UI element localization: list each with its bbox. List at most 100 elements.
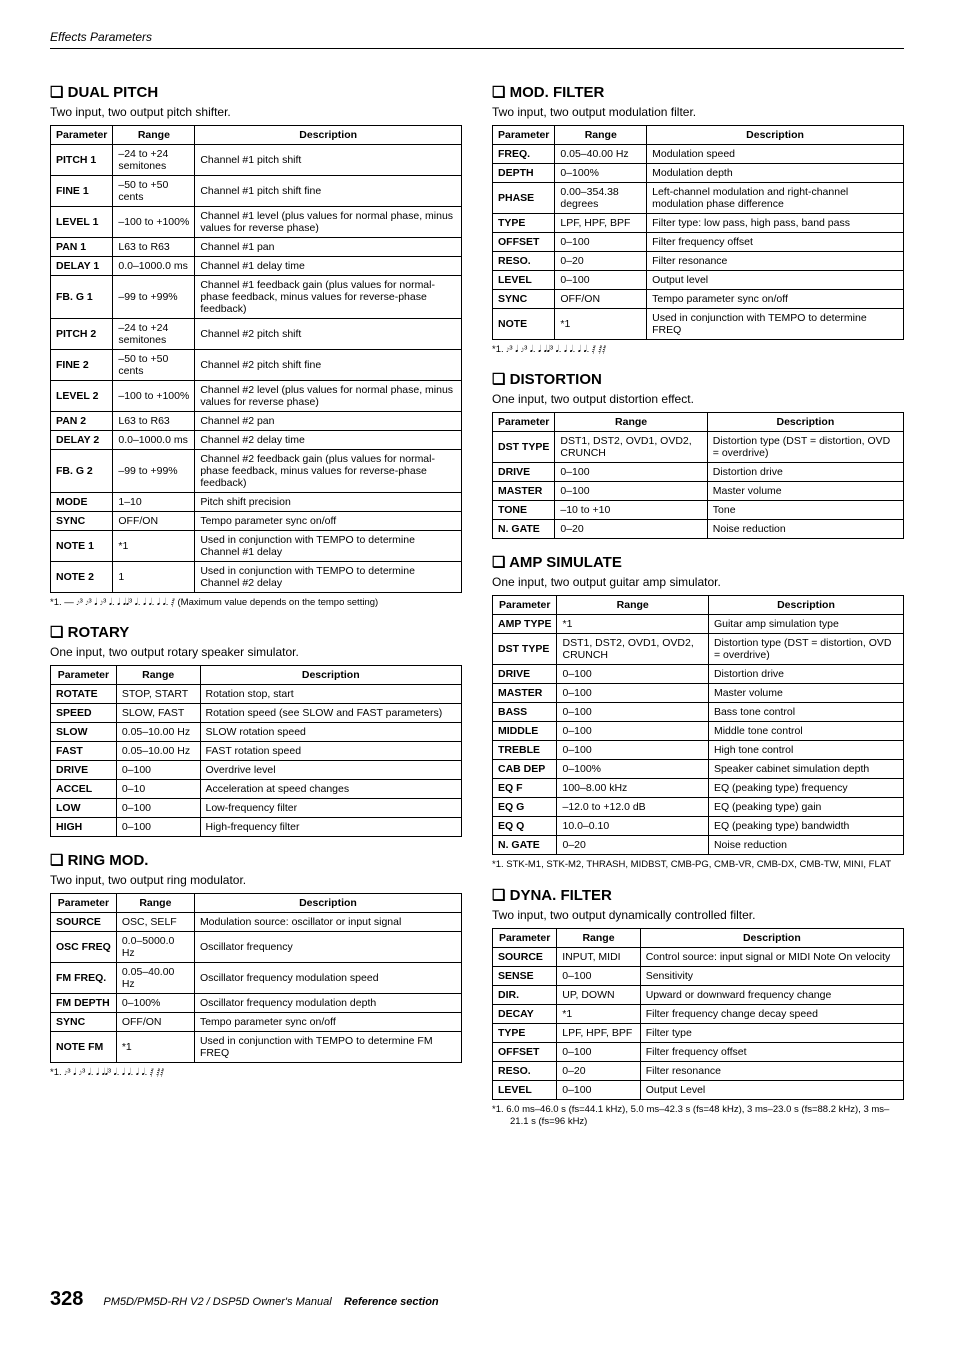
cell-desc: Tone	[707, 501, 903, 520]
cell-range: L63 to R63	[113, 238, 195, 257]
cell-desc: High tone control	[708, 741, 903, 760]
cell-range: –99 to +99%	[113, 450, 195, 493]
cell-param: NOTE	[493, 309, 555, 340]
cell-desc: Distortion drive	[707, 463, 903, 482]
cell-desc: Master volume	[707, 482, 903, 501]
cell-param: EQ Q	[493, 817, 557, 836]
table-row: MODE1–10Pitch shift precision	[51, 493, 462, 512]
cell-param: FM FREQ.	[51, 963, 117, 994]
cell-param: DECAY	[493, 1004, 557, 1023]
cell-range: –24 to +24 semitones	[113, 145, 195, 176]
cell-param: SYNC	[493, 290, 555, 309]
cell-param: FB. G 1	[51, 276, 113, 319]
ringmod-table: Parameter Range Description SOURCEOSC, S…	[50, 893, 462, 1063]
col-param: Parameter	[493, 413, 555, 432]
col-range: Range	[555, 413, 707, 432]
cell-desc: Used in conjunction with TEMPO to determ…	[194, 1032, 461, 1063]
cell-param: N. GATE	[493, 520, 555, 539]
cell-param: AMP TYPE	[493, 615, 557, 634]
cell-desc: Noise reduction	[707, 520, 903, 539]
cell-param: PAN 1	[51, 238, 113, 257]
table-row: N. GATE0–20Noise reduction	[493, 836, 904, 855]
cell-range: 0–10	[116, 780, 200, 799]
cell-desc: Upward or downward frequency change	[640, 985, 903, 1004]
cell-param: FAST	[51, 742, 117, 761]
cell-param: TYPE	[493, 1023, 557, 1042]
cell-desc: EQ (peaking type) frequency	[708, 779, 903, 798]
col-param: Parameter	[51, 894, 117, 913]
cell-param: DRIVE	[51, 761, 117, 780]
dual-pitch-body: PITCH 1–24 to +24 semitonesChannel #1 pi…	[51, 145, 462, 593]
ampsim-table: Parameter Range Description AMP TYPE*1Gu…	[492, 595, 904, 855]
cell-param: SPEED	[51, 704, 117, 723]
ampsim-body: AMP TYPE*1Guitar amp simulation typeDST …	[493, 615, 904, 855]
table-row: SYNCOFF/ONTempo parameter sync on/off	[51, 1013, 462, 1032]
cell-param: ACCEL	[51, 780, 117, 799]
cell-range: 100–8.00 kHz	[557, 779, 708, 798]
col-desc: Description	[707, 413, 903, 432]
cell-range: –100 to +100%	[113, 207, 195, 238]
cell-range: 0–20	[557, 1061, 640, 1080]
ringmod-body: SOURCEOSC, SELFModulation source: oscill…	[51, 913, 462, 1063]
cell-range: –50 to +50 cents	[113, 176, 195, 207]
table-row: SYNCOFF/ONTempo parameter sync on/off	[51, 512, 462, 531]
cell-desc: EQ (peaking type) gain	[708, 798, 903, 817]
table-row: N. GATE0–20Noise reduction	[493, 520, 904, 539]
cell-range: STOP, START	[116, 685, 200, 704]
cell-param: SENSE	[493, 966, 557, 985]
cell-range: SLOW, FAST	[116, 704, 200, 723]
ampsim-footnote: *1. STK-M1, STK-M2, THRASH, MIDBST, CMB-…	[492, 859, 904, 871]
cell-range: *1	[116, 1032, 194, 1063]
cell-desc: Filter frequency change decay speed	[640, 1004, 903, 1023]
cell-desc: FAST rotation speed	[200, 742, 462, 761]
cell-desc: Noise reduction	[708, 836, 903, 855]
cell-param: PHASE	[493, 183, 555, 214]
cell-desc: Channel #1 delay time	[195, 257, 462, 276]
table-row: HIGH0–100High-frequency filter	[51, 818, 462, 837]
col-range: Range	[116, 666, 200, 685]
cell-desc: Master volume	[708, 684, 903, 703]
table-row: NOTE 1*1Used in conjunction with TEMPO t…	[51, 531, 462, 562]
table-row: SOURCEINPUT, MIDIControl source: input s…	[493, 947, 904, 966]
cell-desc: Filter type: low pass, high pass, band p…	[647, 214, 904, 233]
table-row: FINE 1–50 to +50 centsChannel #1 pitch s…	[51, 176, 462, 207]
cell-desc: High-frequency filter	[200, 818, 462, 837]
cell-param: BASS	[493, 703, 557, 722]
page-header: Effects Parameters	[50, 30, 904, 49]
dual-pitch-table: Parameter Range Description PITCH 1–24 t…	[50, 125, 462, 593]
table-row: RESO.0–20Filter resonance	[493, 252, 904, 271]
cell-desc: Modulation source: oscillator or input s…	[194, 913, 461, 932]
cell-param: NOTE 1	[51, 531, 113, 562]
cell-param: OFFSET	[493, 1042, 557, 1061]
cell-param: MIDDLE	[493, 722, 557, 741]
cell-desc: Filter resonance	[647, 252, 904, 271]
footer-section: Reference section	[344, 1296, 439, 1308]
cell-param: PITCH 2	[51, 319, 113, 350]
right-column: MOD. FILTER Two input, two output modula…	[492, 69, 904, 1268]
ringmod-desc: Two input, two output ring modulator.	[50, 873, 462, 887]
cell-desc: Pitch shift precision	[195, 493, 462, 512]
cell-desc: Tempo parameter sync on/off	[647, 290, 904, 309]
cell-desc: Channel #2 feedback gain (plus values fo…	[195, 450, 462, 493]
col-desc: Description	[200, 666, 462, 685]
table-row: NOTE*1Used in conjunction with TEMPO to …	[493, 309, 904, 340]
cell-desc: Output Level	[640, 1080, 903, 1099]
table-row: OFFSET0–100Filter frequency offset	[493, 233, 904, 252]
col-param: Parameter	[493, 126, 555, 145]
modfilter-desc: Two input, two output modulation filter.	[492, 105, 904, 119]
footer-text: PM5D/PM5D-RH V2 / DSP5D Owner's Manual R…	[103, 1296, 438, 1308]
table-row: DRIVE0–100Overdrive level	[51, 761, 462, 780]
modfilter-title: MOD. FILTER	[492, 83, 904, 101]
table-row: EQ Q10.0–0.10EQ (peaking type) bandwidth	[493, 817, 904, 836]
table-row: TREBLE0–100High tone control	[493, 741, 904, 760]
table-row: DECAY*1Filter frequency change decay spe…	[493, 1004, 904, 1023]
col-param: Parameter	[51, 666, 117, 685]
cell-param: DRIVE	[493, 665, 557, 684]
cell-range: 0.05–10.00 Hz	[116, 723, 200, 742]
cell-param: LOW	[51, 799, 117, 818]
col-param: Parameter	[493, 596, 557, 615]
col-desc: Description	[195, 126, 462, 145]
cell-desc: Channel #2 pitch shift fine	[195, 350, 462, 381]
cell-range: 0–100	[555, 463, 707, 482]
cell-range: 0–100	[116, 818, 200, 837]
